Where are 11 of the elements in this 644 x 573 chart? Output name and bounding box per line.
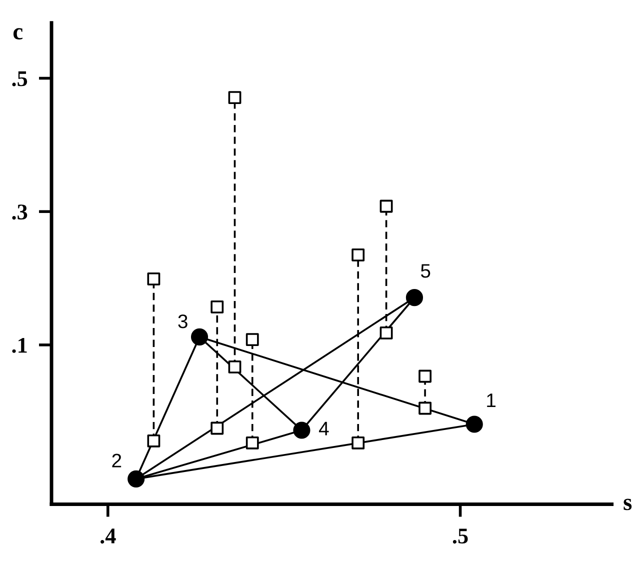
annotation: 3 [178,314,188,328]
x-tick-label: .4 [100,528,116,544]
y-tick-label: .5 [12,71,28,86]
y-axis-title: c [13,28,23,40]
annotation: 5 [420,264,430,278]
annotation: 1 [487,394,496,408]
annotation: 2 [112,454,122,468]
x-axis-title: s [624,498,632,510]
annotation: 4 [318,422,329,436]
y-tick-label: .3 [12,204,28,220]
y-tick-label: .1 [12,338,27,353]
